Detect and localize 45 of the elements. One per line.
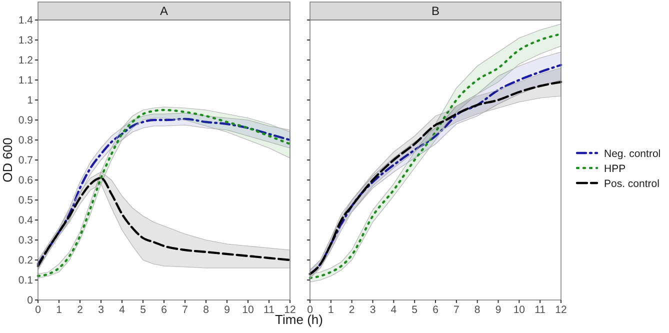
legend-label: Neg. control xyxy=(604,148,661,160)
y-tick-label: 1.2 xyxy=(18,54,34,66)
y-tick-label: 1.3 xyxy=(18,34,34,46)
x-tick-label: 2 xyxy=(77,304,84,316)
x-tick-label: 6 xyxy=(161,304,168,316)
x-tick-label: 1 xyxy=(56,304,62,316)
y-tick-label: 0.1 xyxy=(18,274,34,286)
y-tick-label: 0.2 xyxy=(18,254,34,266)
x-tick-label: 6 xyxy=(432,304,439,316)
x-tick-label: 9 xyxy=(495,304,502,316)
x-tick-label: 7 xyxy=(182,304,188,316)
x-tick-label: 12 xyxy=(555,304,567,316)
y-tick-label: 0.8 xyxy=(18,134,34,146)
x-tick-label: 3 xyxy=(98,304,104,316)
legend-label: HPP xyxy=(604,163,626,175)
chart-title: A xyxy=(160,4,168,18)
x-tick-label: 7 xyxy=(453,304,460,316)
x-tick-label: 8 xyxy=(203,304,210,316)
y-tick-label: 1.1 xyxy=(18,74,34,86)
chart-title: B xyxy=(431,4,440,18)
y-tick-label: 0.6 xyxy=(18,174,34,186)
y-tick-label: 0.5 xyxy=(18,194,34,206)
x-tick-label: 4 xyxy=(119,304,126,316)
x-tick-label: 8 xyxy=(474,304,480,316)
y-tick-label: 1 xyxy=(27,94,34,106)
y-tick-label: 0.4 xyxy=(18,214,34,226)
x-tick-label: 11 xyxy=(264,304,275,316)
x-tick-label: 3 xyxy=(370,304,376,316)
y-axis-title: OD 600 xyxy=(0,138,15,182)
x-tick-label: 5 xyxy=(140,304,146,316)
x-tick-label: 9 xyxy=(224,304,230,316)
y-tick-label: 0.3 xyxy=(18,234,34,246)
y-tick-label: 1.4 xyxy=(18,14,34,26)
x-tick-label: 2 xyxy=(348,304,355,316)
legend-label: Pos. control xyxy=(604,178,660,190)
x-tick-label: 5 xyxy=(412,304,418,316)
y-tick-label: 0.7 xyxy=(18,154,34,166)
y-tick-label: 0.9 xyxy=(18,114,34,126)
x-tick-label: 0 xyxy=(35,304,42,316)
x-tick-label: 1 xyxy=(328,304,334,316)
x-tick-label: 11 xyxy=(534,304,546,316)
x-tick-label: 10 xyxy=(242,304,254,316)
x-tick-label: 4 xyxy=(390,304,397,316)
y-tick-label: 0 xyxy=(27,294,34,306)
x-tick-label: 10 xyxy=(513,304,526,316)
